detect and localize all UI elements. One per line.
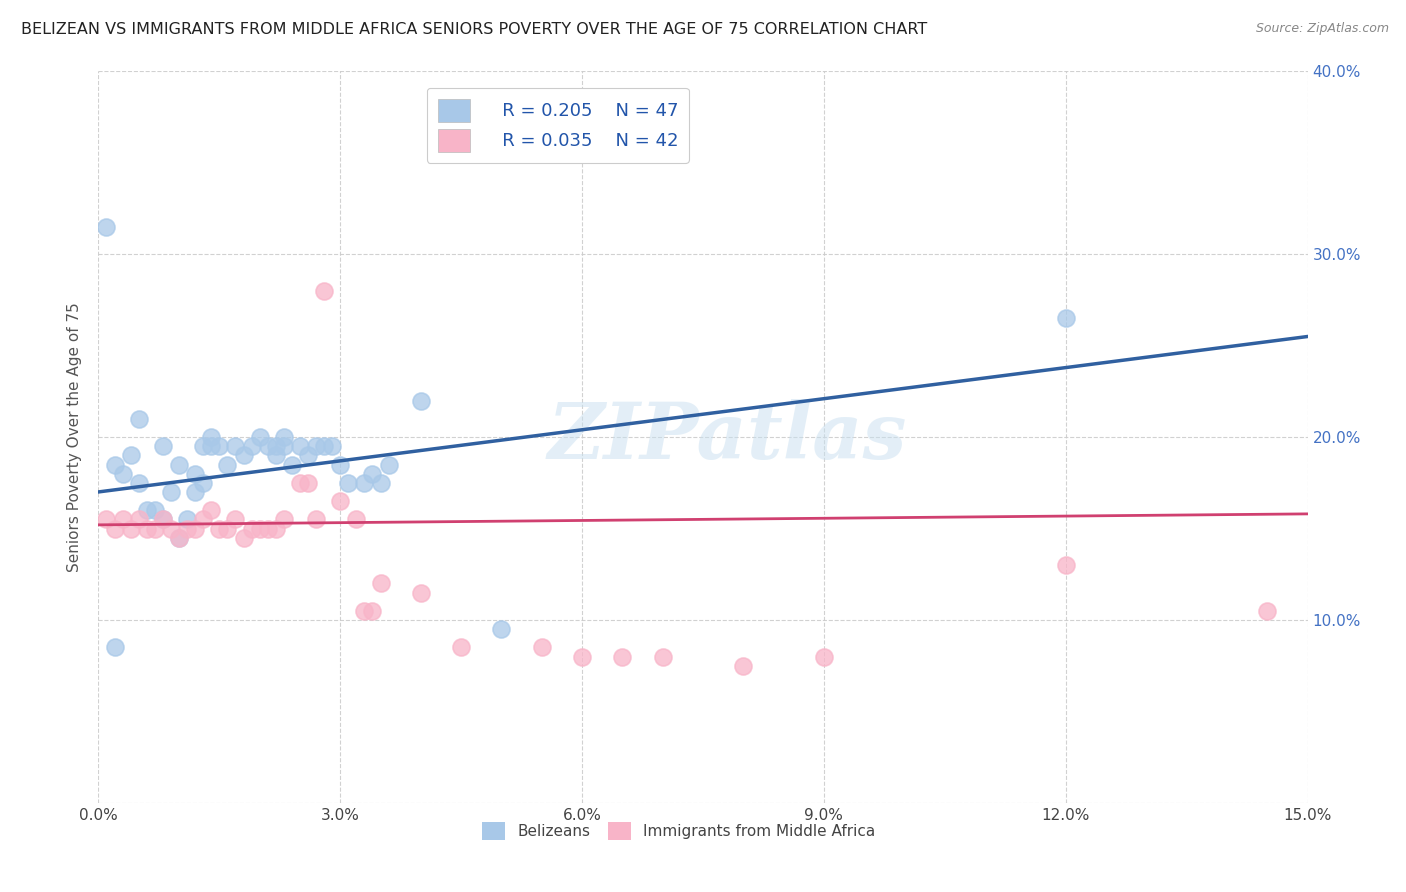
Point — [217, 458, 239, 472]
Point — [264, 521, 287, 535]
Point — [208, 439, 231, 453]
Point — [297, 475, 319, 490]
Point — [120, 521, 142, 535]
Point — [273, 512, 295, 526]
Text: Source: ZipAtlas.com: Source: ZipAtlas.com — [1256, 22, 1389, 36]
Point — [96, 219, 118, 234]
Point — [103, 458, 125, 472]
Point — [344, 512, 367, 526]
Point — [256, 521, 278, 535]
Point — [240, 439, 263, 453]
Point — [571, 649, 593, 664]
Point — [167, 531, 190, 545]
Point — [409, 393, 432, 408]
Point — [232, 448, 254, 462]
Point — [120, 448, 142, 462]
Point — [273, 430, 295, 444]
Point — [305, 439, 328, 453]
Point — [813, 649, 835, 664]
Point — [288, 475, 311, 490]
Point — [264, 439, 287, 453]
Point — [314, 439, 336, 453]
Point — [249, 430, 271, 444]
Point — [329, 458, 352, 472]
Text: ZIPatlas: ZIPatlas — [547, 399, 907, 475]
Point — [111, 512, 134, 526]
Point — [733, 658, 755, 673]
Point — [184, 521, 207, 535]
Legend: Belizeans, Immigrants from Middle Africa: Belizeans, Immigrants from Middle Africa — [475, 815, 882, 847]
Point — [152, 512, 174, 526]
Point — [305, 512, 328, 526]
Point — [135, 503, 157, 517]
Point — [353, 475, 375, 490]
Point — [1256, 604, 1278, 618]
Point — [314, 284, 336, 298]
Point — [176, 512, 198, 526]
Point — [361, 604, 384, 618]
Point — [160, 485, 183, 500]
Point — [224, 439, 246, 453]
Point — [256, 439, 278, 453]
Point — [160, 521, 183, 535]
Point — [193, 439, 215, 453]
Point — [288, 439, 311, 453]
Point — [297, 448, 319, 462]
Point — [217, 521, 239, 535]
Point — [184, 467, 207, 481]
Y-axis label: Seniors Poverty Over the Age of 75: Seniors Poverty Over the Age of 75 — [67, 302, 83, 572]
Point — [1054, 558, 1077, 573]
Point — [143, 503, 166, 517]
Point — [281, 458, 304, 472]
Point — [377, 458, 399, 472]
Text: BELIZEAN VS IMMIGRANTS FROM MIDDLE AFRICA SENIORS POVERTY OVER THE AGE OF 75 COR: BELIZEAN VS IMMIGRANTS FROM MIDDLE AFRIC… — [21, 22, 928, 37]
Point — [200, 439, 222, 453]
Point — [193, 512, 215, 526]
Point — [370, 576, 392, 591]
Point — [176, 521, 198, 535]
Point — [143, 521, 166, 535]
Point — [264, 448, 287, 462]
Point — [193, 475, 215, 490]
Point — [200, 430, 222, 444]
Point — [128, 512, 150, 526]
Point — [353, 604, 375, 618]
Point — [135, 521, 157, 535]
Point — [200, 503, 222, 517]
Point — [152, 512, 174, 526]
Point — [224, 512, 246, 526]
Point — [167, 531, 190, 545]
Point — [184, 485, 207, 500]
Point — [240, 521, 263, 535]
Point — [111, 467, 134, 481]
Point — [96, 512, 118, 526]
Point — [167, 458, 190, 472]
Point — [249, 521, 271, 535]
Point — [232, 531, 254, 545]
Point — [128, 475, 150, 490]
Point — [321, 439, 343, 453]
Point — [103, 521, 125, 535]
Point — [152, 439, 174, 453]
Point — [1054, 311, 1077, 326]
Point — [612, 649, 634, 664]
Point — [450, 640, 472, 655]
Point — [409, 585, 432, 599]
Point — [491, 622, 513, 636]
Point — [103, 640, 125, 655]
Point — [361, 467, 384, 481]
Point — [651, 649, 673, 664]
Point — [128, 412, 150, 426]
Point — [370, 475, 392, 490]
Point — [329, 494, 352, 508]
Point — [337, 475, 360, 490]
Point — [208, 521, 231, 535]
Point — [530, 640, 553, 655]
Point — [273, 439, 295, 453]
